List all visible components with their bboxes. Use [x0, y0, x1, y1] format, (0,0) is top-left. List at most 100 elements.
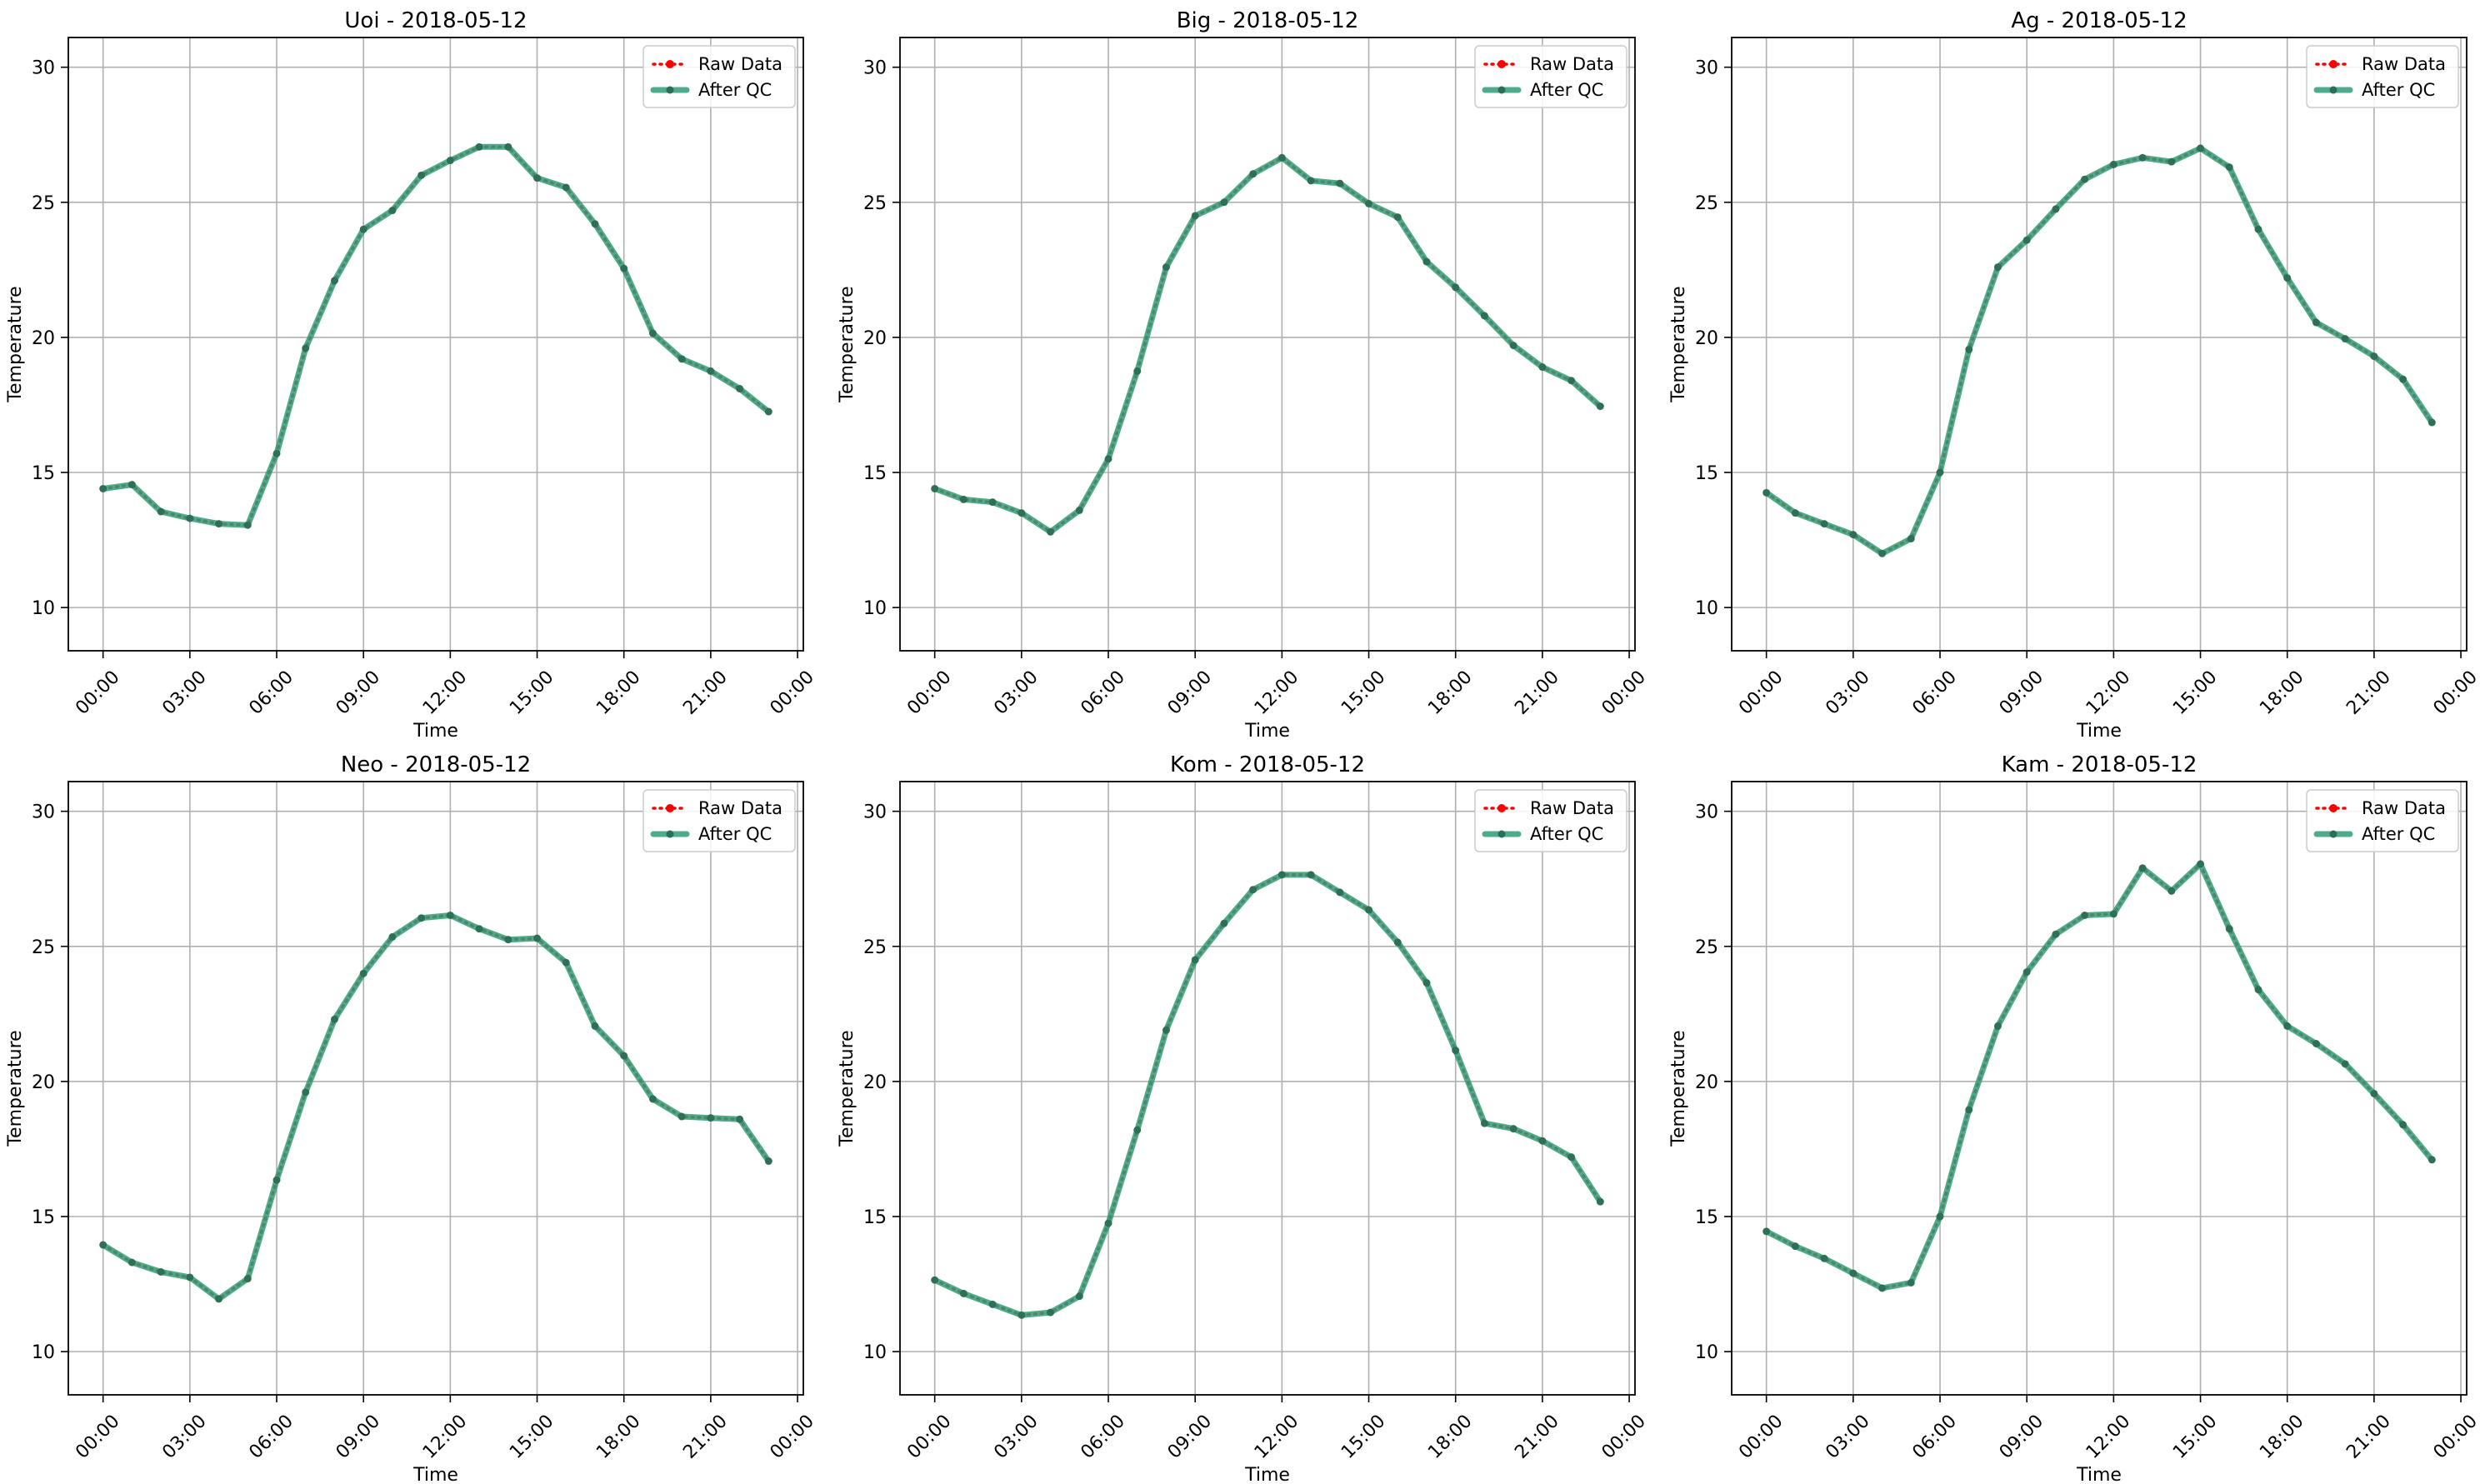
- data-point-after-qc: [764, 407, 772, 416]
- data-point-after-qc: [1993, 263, 2002, 272]
- legend-label: After QC: [1530, 824, 1603, 844]
- y-axis-label: Temperature: [837, 1030, 858, 1147]
- data-point-after-qc: [1018, 1311, 1026, 1319]
- data-point-after-qc: [99, 1241, 108, 1249]
- data-point-after-qc: [1220, 198, 1228, 207]
- data-point-after-qc: [1278, 871, 1286, 879]
- y-tick-label: 10: [863, 1342, 887, 1363]
- data-point-after-qc: [272, 1176, 281, 1184]
- data-point-after-qc: [330, 1015, 338, 1023]
- data-point-after-qc: [988, 498, 997, 507]
- subplot-title: Uoi - 2018-05-12: [344, 8, 527, 33]
- data-point-after-qc: [2022, 236, 2031, 244]
- data-point-after-qc: [2052, 930, 2060, 938]
- data-point-after-qc: [707, 1114, 715, 1122]
- data-point-after-qc: [2370, 352, 2378, 361]
- data-point-after-qc: [1791, 1242, 1799, 1251]
- legend-marker: [1498, 804, 1506, 812]
- legend-label: After QC: [1530, 80, 1603, 100]
- data-point-after-qc: [1568, 1153, 1576, 1162]
- legend-marker: [1498, 830, 1506, 838]
- legend-label: Raw Data: [1530, 54, 1614, 74]
- data-point-after-qc: [1220, 919, 1228, 927]
- data-point-after-qc: [1075, 506, 1083, 514]
- y-tick-label: 30: [32, 58, 55, 79]
- data-point-after-qc: [678, 355, 686, 363]
- data-point-after-qc: [1965, 345, 1973, 353]
- subplot-title: Ag - 2018-05-12: [2011, 8, 2187, 33]
- y-axis-label: Temperature: [837, 286, 858, 402]
- data-point-after-qc: [1538, 1137, 1547, 1145]
- axes-frame: [899, 781, 1636, 1396]
- legend: Raw Data After QC: [2306, 45, 2459, 108]
- y-tick-label: 20: [32, 328, 55, 349]
- data-point-after-qc: [1820, 520, 1828, 528]
- data-point-after-qc: [99, 484, 108, 492]
- series-line-after-qc: [932, 872, 1603, 1318]
- y-tick-label: 10: [32, 598, 55, 619]
- data-point-after-qc: [2254, 225, 2262, 233]
- data-point-after-qc: [959, 495, 968, 503]
- data-point-after-qc: [533, 174, 542, 182]
- data-point-after-qc: [1249, 170, 1258, 178]
- y-axis-label: Temperature: [5, 286, 26, 402]
- y-tick-label: 20: [863, 328, 887, 349]
- data-point-after-qc: [1936, 1212, 1944, 1221]
- data-point-after-qc: [2283, 274, 2292, 282]
- data-point-after-qc: [2370, 1089, 2378, 1097]
- x-axis-label: Time: [1244, 721, 1290, 742]
- data-point-after-qc: [1249, 886, 1258, 894]
- subplot-title: Neo - 2018-05-12: [341, 752, 531, 777]
- data-point-after-qc: [1509, 1125, 1518, 1133]
- y-tick-label: 10: [863, 598, 887, 619]
- data-point-after-qc: [2197, 144, 2205, 152]
- data-point-after-qc: [931, 484, 939, 492]
- data-point-after-qc: [1104, 455, 1112, 463]
- y-tick-label: 10: [1695, 598, 1718, 619]
- data-point-after-qc: [1047, 1308, 1055, 1317]
- legend-marker: [666, 86, 674, 94]
- x-axis-label: Time: [1244, 1465, 1290, 1484]
- data-point-after-qc: [1133, 367, 1142, 375]
- data-point-after-qc: [1422, 257, 1431, 266]
- data-point-after-qc: [186, 514, 194, 522]
- plot-area: [1732, 37, 2467, 651]
- data-point-after-qc: [764, 1157, 772, 1166]
- y-tick-label: 15: [1695, 463, 1718, 484]
- data-point-after-qc: [1849, 1269, 1858, 1277]
- y-tick-label: 25: [863, 937, 887, 958]
- data-point-after-qc: [1307, 177, 1315, 185]
- data-point-after-qc: [2052, 205, 2060, 213]
- legend-label: Raw Data: [1530, 798, 1614, 818]
- data-point-after-qc: [388, 932, 397, 941]
- data-point-after-qc: [1191, 956, 1199, 964]
- data-point-after-qc: [1568, 377, 1576, 385]
- data-point-after-qc: [215, 1295, 223, 1303]
- data-point-after-qc: [1509, 342, 1518, 350]
- data-point-after-qc: [1762, 488, 1771, 497]
- data-point-after-qc: [215, 520, 223, 528]
- y-tick-label: 25: [1695, 193, 1718, 214]
- x-axis-label: Time: [2076, 721, 2122, 742]
- data-point-after-qc: [1965, 1106, 1973, 1114]
- data-point-after-qc: [243, 1275, 252, 1283]
- series-line-after-qc: [100, 912, 772, 1302]
- series-line-after-qc: [1763, 145, 2435, 557]
- data-point-after-qc: [243, 521, 252, 529]
- data-point-after-qc: [2399, 1121, 2408, 1129]
- legend-marker: [666, 830, 674, 838]
- series-line-after-qc: [100, 143, 772, 528]
- legend-marker: [2329, 830, 2338, 838]
- data-point-after-qc: [959, 1289, 968, 1297]
- data-point-after-qc: [1452, 283, 1460, 292]
- data-point-after-qc: [2081, 175, 2089, 183]
- data-point-after-qc: [504, 142, 512, 151]
- data-point-after-qc: [2312, 318, 2320, 327]
- legend-marker: [666, 60, 674, 68]
- y-tick-label: 15: [32, 463, 55, 484]
- data-point-after-qc: [1596, 1197, 1604, 1206]
- legend-marker: [2329, 86, 2338, 94]
